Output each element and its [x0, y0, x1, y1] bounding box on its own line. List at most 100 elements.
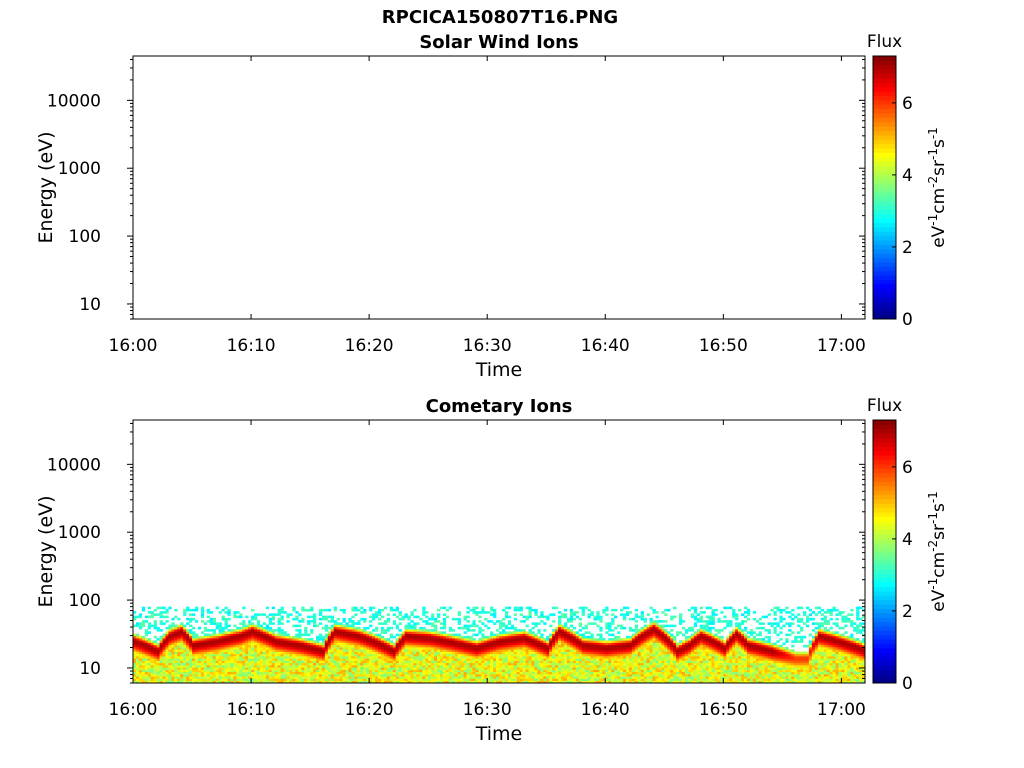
heatmap-cell: [637, 660, 641, 664]
heatmap-cell: [611, 629, 615, 632]
heatmap-cell: [265, 658, 270, 661]
heatmap-cell: [189, 649, 193, 652]
heatmap-cell: [457, 638, 461, 641]
heatmap-cell: [413, 615, 417, 619]
heatmap-cell: [304, 667, 308, 670]
heatmap-cell: [277, 669, 281, 673]
heatmap-cell: [442, 667, 447, 670]
heatmap-cell: [307, 665, 311, 668]
heatmap-cell: [649, 631, 653, 634]
heatmap-cell: [445, 644, 450, 648]
heatmap-cell: [516, 658, 520, 661]
heatmap-cell: [634, 671, 639, 675]
heatmap-cell: [507, 651, 512, 655]
heatmap-cell: [153, 671, 157, 675]
heatmap-cell: [236, 635, 240, 639]
heatmap-cell: [375, 615, 379, 619]
heatmap-cell: [203, 667, 208, 670]
heatmap-cell: [218, 656, 222, 659]
heatmap-cell: [534, 676, 538, 679]
heatmap-cell: [463, 653, 467, 657]
heatmap-cell: [608, 638, 612, 641]
heatmap-cell: [348, 671, 352, 675]
heatmap-cell: [357, 653, 361, 657]
heatmap-cell: [307, 678, 311, 682]
heatmap-cell: [283, 671, 287, 675]
heatmap-cell: [555, 647, 559, 650]
heatmap-cell: [605, 631, 609, 634]
heatmap-cell: [543, 671, 547, 675]
heatmap-cell: [144, 633, 149, 637]
heatmap-cell: [197, 669, 202, 673]
heatmap-cell: [490, 680, 494, 684]
heatmap-cell: [186, 649, 190, 652]
heatmap-cell: [504, 635, 509, 639]
heatmap-cell: [454, 640, 458, 643]
heatmap-cell: [274, 669, 278, 673]
heatmap-cell: [186, 647, 190, 650]
heatmap-cell: [189, 638, 193, 641]
heatmap-cell: [366, 647, 370, 650]
heatmap-cell: [457, 676, 461, 679]
heatmap-cell: [631, 617, 636, 621]
heatmap-cell: [496, 660, 500, 664]
heatmap-cell: [360, 676, 364, 679]
heatmap-cell: [236, 651, 240, 655]
heatmap-cell: [221, 658, 225, 661]
heatmap-cell: [372, 638, 376, 641]
heatmap-cell: [628, 669, 633, 673]
heatmap-cell: [543, 678, 547, 682]
heatmap-cell: [372, 656, 376, 659]
heatmap-cell: [342, 638, 346, 641]
heatmap-cell: [499, 640, 503, 643]
heatmap-cell: [268, 662, 273, 666]
heatmap-cell: [558, 649, 562, 652]
heatmap-cell: [401, 678, 405, 682]
heatmap-cell: [528, 629, 532, 632]
heatmap-cell: [457, 651, 461, 655]
heatmap-cell: [504, 642, 509, 646]
heatmap-cell: [212, 656, 216, 659]
heatmap-cell: [507, 633, 512, 637]
heatmap-cell: [599, 617, 603, 621]
heatmap-cell: [236, 680, 240, 684]
heatmap-cell: [177, 674, 181, 677]
heatmap-cell: [351, 644, 355, 648]
heatmap-cell: [203, 674, 208, 677]
heatmap-cell: [321, 649, 326, 652]
heatmap-cell: [584, 624, 588, 628]
heatmap-cell: [640, 629, 644, 632]
heatmap-cell: [437, 649, 441, 652]
heatmap-cell: [519, 674, 523, 677]
heatmap-cell: [292, 671, 296, 675]
heatmap-cell: [531, 658, 535, 661]
heatmap-cell: [475, 658, 479, 661]
heatmap-cell: [434, 633, 438, 637]
heatmap-cell: [301, 608, 305, 612]
heatmap-cell: [605, 662, 609, 666]
heatmap-cell: [478, 660, 482, 664]
heatmap-cell: [212, 658, 216, 661]
heatmap-cell: [398, 617, 402, 621]
heatmap-cell: [504, 658, 509, 661]
heatmap-cell: [537, 674, 541, 677]
heatmap-cell: [587, 658, 591, 661]
heatmap-cell: [265, 662, 270, 666]
heatmap-cell: [218, 642, 222, 646]
heatmap-cell: [457, 613, 461, 616]
heatmap-cell: [360, 651, 364, 655]
heatmap-cell: [622, 676, 627, 679]
heatmap-cell: [159, 676, 163, 679]
heatmap-cell: [233, 631, 237, 634]
heatmap-cell: [664, 665, 668, 668]
heatmap-cell: [611, 608, 615, 612]
heatmap-cell: [242, 653, 246, 657]
heatmap-cell: [248, 662, 252, 666]
heatmap-cell: [581, 665, 585, 668]
heatmap-cell: [543, 676, 547, 679]
heatmap-cell: [655, 631, 659, 634]
heatmap-cell: [454, 667, 458, 670]
heatmap-cell: [652, 674, 656, 677]
heatmap-cell: [383, 606, 388, 610]
heatmap-cell: [531, 608, 535, 612]
